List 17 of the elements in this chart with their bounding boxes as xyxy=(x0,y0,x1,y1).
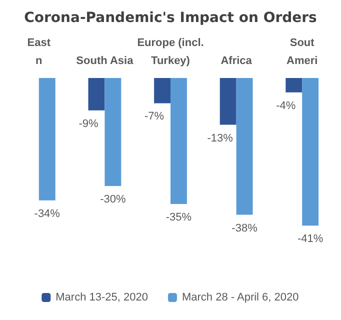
x-tick-label: Africa xyxy=(220,55,253,67)
data-label: -7% xyxy=(144,110,164,123)
data-label: -13% xyxy=(207,132,234,144)
data-label: -9% xyxy=(78,118,98,130)
chart-title: Corona-Pandemic's Impact on Orders xyxy=(24,10,317,26)
data-label: -34% xyxy=(34,208,60,220)
legend-label: March 13-25, 2020 xyxy=(56,292,148,304)
x-tick-label: South Asia xyxy=(76,55,134,67)
data-label: -30% xyxy=(100,194,126,206)
legend-label: March 28 - April 6, 2020 xyxy=(182,292,299,304)
data-label: -41% xyxy=(297,233,324,246)
data-label: -35% xyxy=(166,212,192,224)
x-tick-label: East n xyxy=(27,37,51,67)
data-label: -4% xyxy=(276,100,296,112)
x-tick-label: Sout Ameri xyxy=(286,37,318,67)
data-label: -38% xyxy=(232,222,258,234)
x-tick-label: Europe (incl. Turkey) xyxy=(137,37,204,67)
